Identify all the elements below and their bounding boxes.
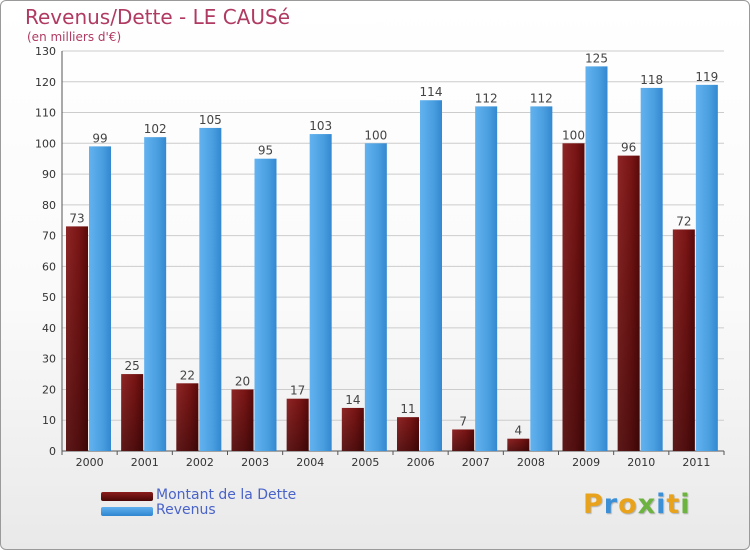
y-tick-label: 120 <box>35 76 56 89</box>
y-tick-label: 90 <box>42 168 56 181</box>
logo-letter: i <box>656 489 667 520</box>
bar-debt-shade <box>231 389 254 451</box>
data-label-debt: 7 <box>459 414 467 428</box>
bar-revenue <box>254 158 277 451</box>
data-label-revenue: 99 <box>92 131 107 145</box>
bar-debt-shade <box>562 143 585 452</box>
data-label-debt: 72 <box>676 214 691 228</box>
x-tick-label: 2001 <box>131 456 159 469</box>
y-tick-label: 70 <box>42 230 56 243</box>
data-label-debt: 14 <box>345 393 360 407</box>
y-tick-label: 80 <box>42 199 56 212</box>
data-label-revenue: 102 <box>144 122 167 136</box>
y-tick-label: 130 <box>35 45 56 58</box>
x-tick-label: 2009 <box>572 456 600 469</box>
y-tick-label: 110 <box>35 107 56 120</box>
chart-title: Revenus/Dette - LE CAUSé <box>25 5 290 29</box>
x-tick-label: 2008 <box>517 456 545 469</box>
x-tick-label: 2011 <box>682 456 710 469</box>
data-label-debt: 20 <box>235 374 250 388</box>
y-tick-label: 40 <box>42 322 56 335</box>
bar-revenue <box>364 143 387 452</box>
x-tick-label: 2003 <box>241 456 269 469</box>
x-tick-label: 2002 <box>186 456 214 469</box>
y-tick-label: 20 <box>42 383 56 396</box>
data-label-revenue: 118 <box>640 73 663 87</box>
logo-letter: P <box>583 489 604 520</box>
data-label-revenue: 114 <box>420 85 443 99</box>
bar-debt-shade <box>617 155 640 451</box>
data-label-revenue: 95 <box>258 144 273 158</box>
data-label-revenue: 112 <box>530 91 553 105</box>
data-label-revenue: 105 <box>199 113 222 127</box>
data-label-debt: 17 <box>290 384 305 398</box>
data-label-debt: 4 <box>515 424 523 438</box>
x-tick-label: 2004 <box>296 456 324 469</box>
legend-swatch-revenue <box>101 507 153 516</box>
bar-revenue <box>585 66 608 451</box>
x-tick-label: 2007 <box>462 456 490 469</box>
y-tick-label: 50 <box>42 291 56 304</box>
proxiti-logo: Proxiti <box>583 489 691 520</box>
bar-revenue <box>420 100 442 451</box>
x-tick-label: 2005 <box>351 456 379 469</box>
data-label-revenue: 103 <box>309 119 332 133</box>
bar-debt-shade <box>66 226 88 451</box>
bar-revenue <box>144 137 167 451</box>
logo-letter: o <box>618 489 638 520</box>
y-tick-label: 100 <box>35 137 56 150</box>
data-label-revenue: 125 <box>585 51 608 65</box>
bar-debt-shade <box>121 374 144 451</box>
x-tick-label: 2010 <box>627 456 655 469</box>
bar-revenue <box>89 146 111 451</box>
bar-debt-shade <box>672 229 695 451</box>
data-label-revenue: 100 <box>364 128 387 142</box>
y-tick-label: 60 <box>42 260 56 273</box>
bar-revenue <box>530 106 553 451</box>
legend-label-revenue: Revenus <box>156 502 216 518</box>
data-label-debt: 100 <box>562 128 585 142</box>
data-label-debt: 73 <box>69 211 84 225</box>
bar-debt-shade <box>452 429 475 451</box>
data-label-debt: 25 <box>125 359 140 373</box>
x-tick-label: 2006 <box>407 456 435 469</box>
bar-debt-shade <box>176 383 199 451</box>
y-tick-label: 10 <box>42 414 56 427</box>
bar-debt-shade <box>286 398 309 451</box>
y-tick-label: 30 <box>42 353 56 366</box>
logo-letter: i <box>680 489 691 520</box>
data-label-revenue: 112 <box>475 91 498 105</box>
logo-letter: x <box>637 489 657 520</box>
logo-letter: r <box>603 489 619 520</box>
legend-label-debt: Montant de la Dette <box>156 487 297 503</box>
bar-revenue <box>695 84 718 451</box>
data-label-debt: 11 <box>400 402 415 416</box>
y-tick-label: 0 <box>49 445 56 458</box>
bar-debt-shade <box>397 417 419 451</box>
bar-revenue <box>199 127 222 451</box>
x-tick-label: 2000 <box>76 456 104 469</box>
data-label-debt: 96 <box>621 141 636 155</box>
bar-debt-shade <box>507 438 530 451</box>
legend-swatch-debt <box>101 492 153 501</box>
logo-letter: t <box>666 489 681 520</box>
data-label-revenue: 119 <box>695 70 718 84</box>
bar-revenue <box>475 106 498 451</box>
data-label-debt: 22 <box>180 368 195 382</box>
chart-subtitle: (en milliers d'€) <box>27 30 122 44</box>
bar-debt-shade <box>341 407 364 451</box>
bar-revenue <box>309 134 332 452</box>
bar-revenue <box>640 87 663 451</box>
